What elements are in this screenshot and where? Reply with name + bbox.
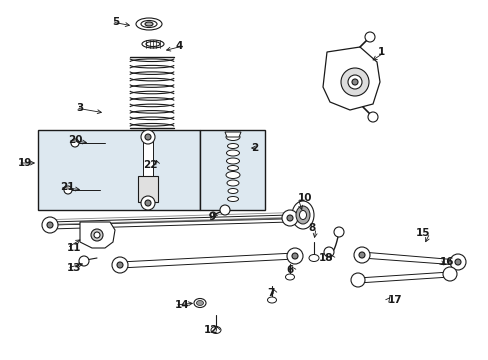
Circle shape (94, 232, 100, 238)
Text: 1: 1 (377, 47, 384, 57)
Circle shape (220, 205, 229, 215)
Ellipse shape (196, 301, 203, 306)
Text: 20: 20 (68, 135, 82, 145)
Ellipse shape (194, 298, 205, 307)
Polygon shape (80, 222, 115, 248)
Text: 12: 12 (203, 325, 218, 335)
Ellipse shape (141, 21, 157, 27)
Circle shape (340, 68, 368, 96)
Ellipse shape (227, 197, 238, 202)
Circle shape (79, 256, 89, 266)
Polygon shape (224, 132, 241, 137)
Circle shape (449, 254, 465, 270)
Circle shape (353, 247, 369, 263)
Polygon shape (323, 47, 379, 110)
Circle shape (324, 247, 333, 257)
Circle shape (333, 227, 343, 237)
Circle shape (367, 112, 377, 122)
Circle shape (91, 229, 103, 241)
Circle shape (347, 75, 361, 89)
Text: 19: 19 (18, 158, 32, 168)
Text: 7: 7 (267, 288, 274, 298)
Text: 11: 11 (67, 243, 81, 253)
Circle shape (286, 215, 292, 221)
Text: 8: 8 (308, 223, 315, 233)
Text: 15: 15 (415, 228, 429, 238)
Circle shape (145, 200, 151, 206)
Circle shape (141, 130, 155, 144)
Circle shape (442, 267, 456, 281)
Ellipse shape (210, 327, 221, 333)
Circle shape (350, 273, 364, 287)
Circle shape (117, 262, 123, 268)
Text: 13: 13 (67, 263, 81, 273)
Circle shape (282, 210, 297, 226)
Ellipse shape (227, 189, 238, 194)
Text: 9: 9 (208, 212, 216, 222)
Circle shape (291, 253, 297, 259)
Ellipse shape (299, 211, 306, 220)
Ellipse shape (142, 40, 163, 48)
Ellipse shape (226, 180, 239, 186)
Circle shape (141, 196, 155, 210)
Ellipse shape (285, 274, 294, 280)
Text: 18: 18 (318, 253, 332, 263)
Ellipse shape (291, 201, 313, 229)
Text: 4: 4 (175, 41, 183, 51)
Circle shape (64, 186, 72, 194)
Ellipse shape (136, 18, 162, 30)
Text: 10: 10 (297, 193, 312, 203)
Circle shape (71, 139, 79, 147)
Text: 6: 6 (286, 265, 293, 275)
Bar (138, 176, 158, 202)
Text: 3: 3 (76, 103, 83, 113)
Ellipse shape (227, 144, 238, 148)
Text: 21: 21 (60, 182, 74, 192)
Circle shape (364, 32, 374, 42)
Circle shape (286, 248, 303, 264)
Circle shape (42, 217, 58, 233)
Ellipse shape (308, 255, 318, 261)
Bar (200, 130, 264, 210)
Circle shape (454, 259, 460, 265)
Text: 16: 16 (439, 257, 453, 267)
Circle shape (209, 212, 216, 218)
Circle shape (351, 79, 357, 85)
Circle shape (112, 257, 128, 273)
Ellipse shape (145, 22, 153, 26)
Ellipse shape (225, 134, 240, 140)
Circle shape (358, 252, 364, 258)
Ellipse shape (295, 206, 309, 224)
Ellipse shape (227, 166, 238, 171)
Text: 22: 22 (143, 160, 158, 170)
Bar (38, 130, 200, 210)
Circle shape (47, 222, 53, 228)
Ellipse shape (226, 150, 239, 156)
Ellipse shape (146, 41, 160, 46)
Text: 2: 2 (250, 143, 258, 153)
Bar (142, 138, 153, 176)
Text: 14: 14 (175, 300, 189, 310)
Ellipse shape (267, 297, 276, 303)
Ellipse shape (226, 158, 239, 164)
Ellipse shape (225, 171, 240, 179)
Circle shape (145, 134, 151, 140)
Text: 17: 17 (387, 295, 402, 305)
Text: 5: 5 (112, 17, 119, 27)
